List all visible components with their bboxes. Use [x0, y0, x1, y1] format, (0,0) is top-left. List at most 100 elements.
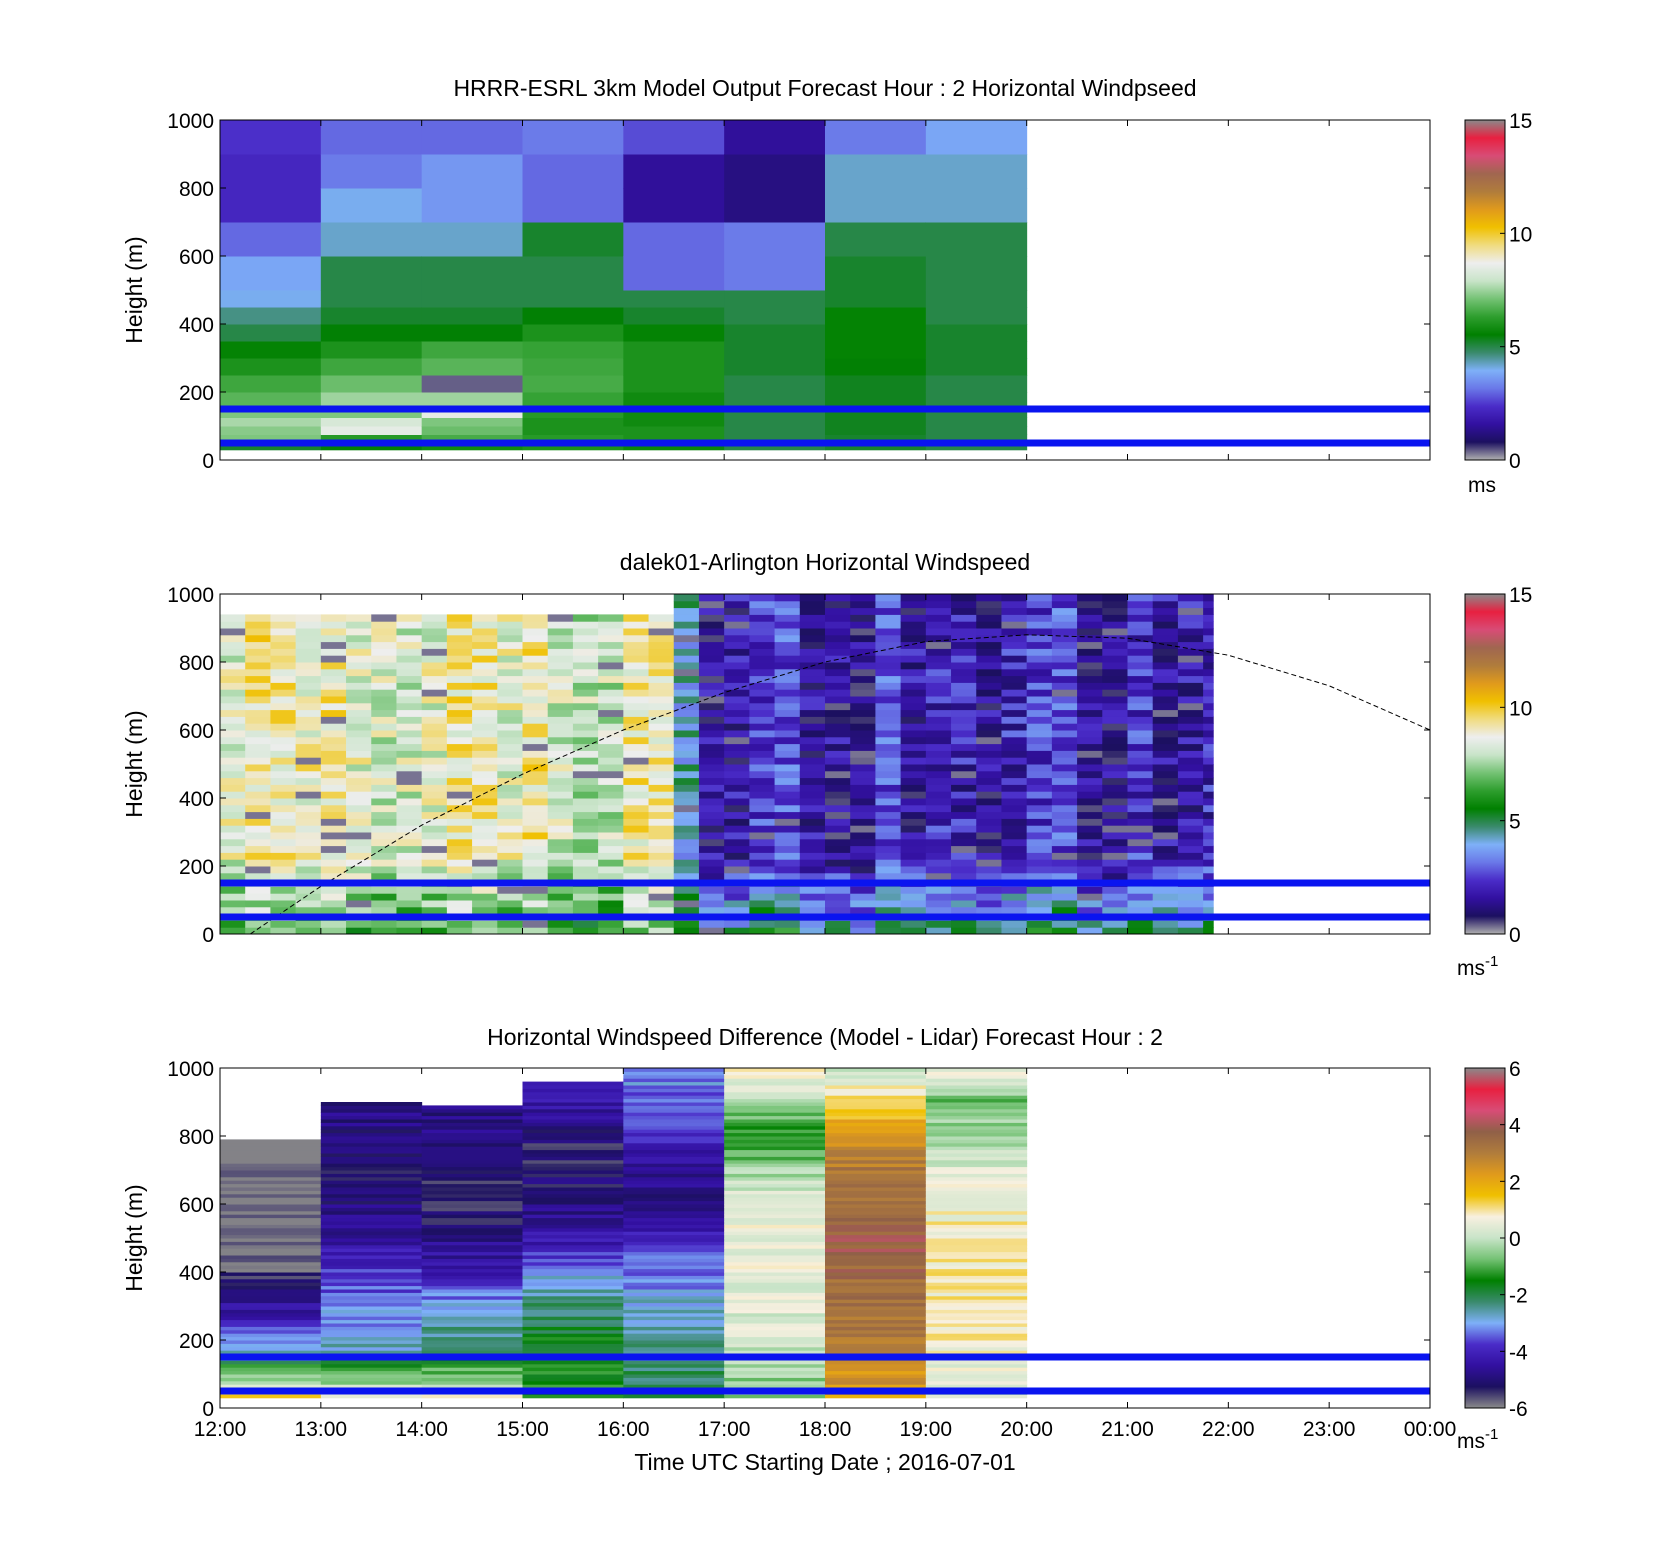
heatmap-cell [623, 1125, 725, 1130]
heatmap-cell [774, 777, 801, 785]
heatmap-cell [522, 1166, 624, 1171]
heatmap-cell [598, 702, 624, 711]
heatmap-cell [799, 750, 826, 758]
heatmap-cell [951, 900, 977, 908]
heatmap-cell [320, 832, 347, 840]
heatmap-cell [371, 770, 397, 779]
heatmap-cell [698, 709, 725, 717]
heatmap-cell [648, 893, 675, 901]
heatmap-cell [698, 641, 725, 649]
heatmap-cell [1077, 757, 1103, 765]
heatmap-cell [522, 859, 549, 867]
colorbar-tick-label: 10 [1509, 223, 1532, 246]
heatmap-cell [951, 709, 977, 717]
heatmap-cell [825, 375, 927, 393]
heatmap-cell [497, 709, 523, 717]
heatmap-cell [799, 675, 826, 683]
heatmap-cell [724, 1241, 826, 1246]
reference-lines [220, 879, 1430, 921]
heatmap-cell [749, 900, 776, 908]
heatmap-cell [522, 1146, 624, 1151]
heatmap-cell [925, 628, 952, 636]
heatmap-cell [1127, 872, 1154, 881]
heatmap-cell [220, 770, 246, 779]
heatmap-cell [850, 668, 876, 677]
heatmap-cell [497, 723, 523, 731]
heatmap-cell [623, 1197, 725, 1202]
heatmap-cell [925, 1255, 1028, 1259]
heatmap-cell [522, 1149, 624, 1154]
heatmap-cell [1177, 893, 1204, 901]
heatmap-cell [648, 696, 675, 704]
heatmap-cell [320, 689, 347, 697]
heatmap-cell [774, 696, 801, 704]
heatmap-cell [522, 1374, 624, 1378]
heatmap-cell [850, 777, 876, 785]
heatmap-cell [572, 634, 599, 643]
heatmap-cell [320, 434, 423, 444]
heatmap-cell [396, 641, 423, 649]
heatmap-cell [220, 1350, 322, 1355]
heatmap-cell [825, 1367, 927, 1372]
heatmap-cell [799, 689, 826, 697]
heatmap-cell [673, 736, 700, 745]
heatmap-cell [698, 859, 725, 867]
heatmap-cell [1102, 696, 1128, 704]
heatmap-cell [623, 1299, 725, 1304]
heatmap-cell [925, 1346, 1028, 1351]
heatmap-cell [623, 1319, 725, 1324]
heatmap-cell [698, 668, 725, 677]
heatmap-cell [245, 668, 271, 677]
heatmap-cell [1051, 607, 1078, 615]
heatmap-cell [547, 675, 574, 683]
heatmap-cell [1177, 757, 1204, 765]
heatmap-cell [421, 1295, 523, 1300]
heatmap-cell [522, 872, 549, 881]
heatmap-cell [1203, 804, 1214, 813]
heatmap-cell [547, 777, 574, 785]
heatmap-cell [497, 804, 523, 813]
heatmap-cell [245, 893, 271, 901]
heatmap-cell [396, 845, 423, 853]
heatmap-cell [976, 702, 1002, 711]
heatmap-cell [925, 927, 952, 934]
heatmap-cell [1127, 648, 1154, 656]
heatmap-cell [724, 1234, 826, 1239]
heatmap-cell [245, 682, 271, 690]
heatmap-cell [421, 1132, 523, 1137]
heatmap-cell [421, 1363, 523, 1368]
heatmap-cell [346, 662, 372, 670]
heatmap-cell [825, 757, 851, 765]
heatmap-cell [724, 804, 750, 813]
heatmap-cell [1102, 920, 1128, 928]
heatmap-cell [1152, 825, 1179, 833]
heatmap-cell [320, 1227, 423, 1232]
heatmap-cell [825, 1163, 927, 1168]
heatmap-cell [295, 798, 322, 806]
heatmap-cell [547, 825, 574, 833]
heatmap-cell [421, 256, 523, 291]
heatmap-cell [572, 709, 599, 717]
heatmap-cell [623, 1078, 725, 1083]
heatmap-cell [698, 662, 725, 670]
heatmap-cell [522, 290, 624, 308]
heatmap-cell [698, 811, 725, 819]
heatmap-cell [724, 600, 750, 609]
heatmap-cell [497, 655, 523, 663]
heatmap-cell [825, 1207, 927, 1212]
heatmap-cell [825, 675, 851, 683]
heatmap-cell [925, 1193, 1028, 1198]
heatmap-cell [698, 750, 725, 758]
heatmap-cell [951, 675, 977, 683]
heatmap-cell [825, 1088, 927, 1093]
heatmap-cell [749, 757, 776, 765]
heatmap-cell [371, 777, 397, 785]
heatmap-cell [673, 791, 700, 799]
heatmap-cell [421, 1346, 523, 1351]
heatmap-cell [724, 1302, 826, 1307]
heatmap-cell [673, 804, 700, 813]
heatmap-cell [547, 832, 574, 840]
heatmap-cell [220, 1224, 322, 1229]
heatmap-cell [850, 723, 876, 731]
heatmap-cell [1177, 594, 1204, 602]
